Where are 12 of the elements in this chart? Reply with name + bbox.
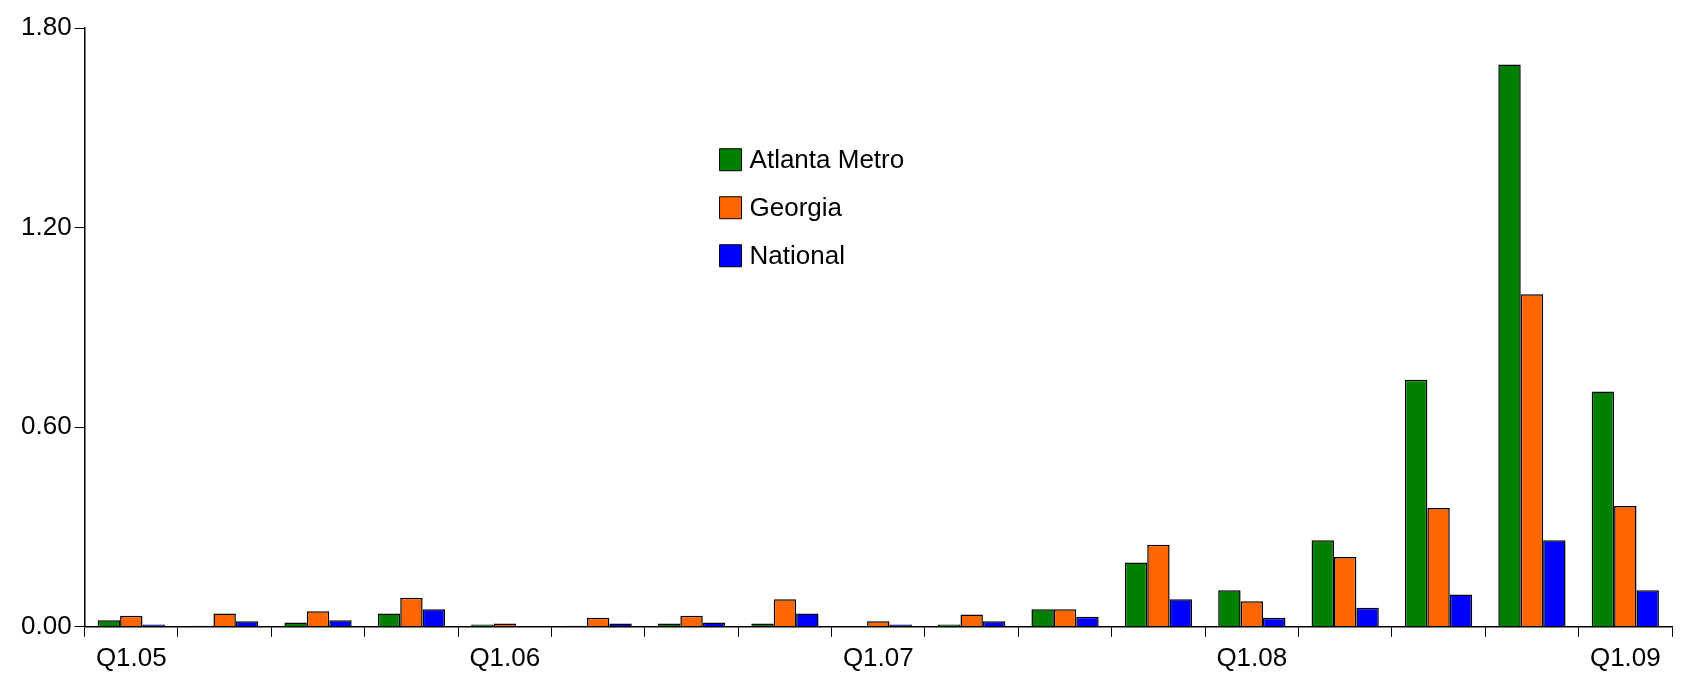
x-tick-label: Q1.09 [1589, 641, 1661, 672]
y-tick-label: 1.20 [20, 210, 72, 241]
x-tick-label: Q1.07 [842, 641, 914, 672]
x-tick-label: Q1.08 [1216, 641, 1288, 672]
y-tick-label: 0.60 [20, 410, 72, 441]
legend-label: Georgia [749, 191, 843, 222]
y-tick-label: 1.80 [20, 11, 72, 42]
legend-label: National [749, 239, 845, 270]
x-tick-label: Q1.05 [95, 641, 167, 672]
x-tick-label: Q1.06 [469, 641, 541, 672]
y-tick-label: 0.00 [20, 609, 72, 640]
legend-label: Atlanta Metro [749, 143, 905, 174]
